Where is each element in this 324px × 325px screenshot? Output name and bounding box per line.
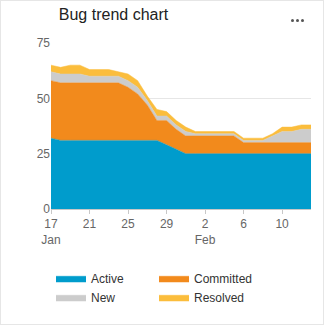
svg-text:0: 0 [43, 202, 50, 216]
svg-text:17Jan: 17Jan [41, 217, 60, 247]
svg-text:29: 29 [160, 217, 174, 231]
svg-text:25: 25 [37, 147, 51, 161]
svg-text:25: 25 [121, 217, 135, 231]
svg-text:New: New [91, 291, 115, 305]
svg-text:75: 75 [37, 36, 51, 50]
svg-text:2Feb: 2Feb [195, 217, 216, 247]
svg-text:Bug trend chart: Bug trend chart [59, 6, 169, 23]
svg-text:50: 50 [37, 92, 51, 106]
svg-text:Committed: Committed [194, 272, 252, 286]
svg-text:6: 6 [240, 217, 247, 231]
svg-text:10: 10 [275, 217, 289, 231]
svg-text:Active: Active [91, 272, 124, 286]
svg-text:Resolved: Resolved [194, 291, 244, 305]
svg-text:21: 21 [83, 217, 97, 231]
